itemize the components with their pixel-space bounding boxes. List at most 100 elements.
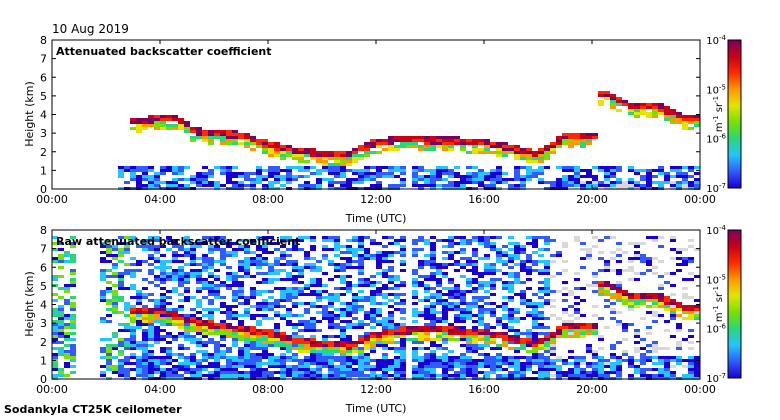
heatmap-cell: [136, 290, 142, 293]
x-tick-label: 00:00: [684, 383, 716, 396]
heatmap-cell: [652, 257, 658, 260]
heatmap-cell: [106, 248, 112, 251]
x-tick-label: 12:00: [360, 383, 392, 396]
heatmap-cell: [394, 374, 400, 377]
heatmap-cell: [340, 266, 346, 269]
heatmap-cell: [502, 251, 508, 254]
heatmap-cell: [538, 287, 544, 290]
heatmap-cell: [376, 181, 382, 184]
heatmap-cell: [310, 284, 316, 287]
heatmap-cell: [322, 163, 328, 166]
heatmap-cell: [664, 178, 670, 181]
heatmap-cell: [154, 362, 160, 365]
heatmap-cell: [460, 251, 466, 254]
heatmap-cell: [442, 266, 448, 269]
heatmap-cell: [178, 184, 184, 187]
heatmap-cell: [214, 236, 220, 239]
heatmap-cell: [448, 139, 454, 142]
heatmap-cell: [616, 362, 622, 365]
heatmap-cell: [562, 287, 568, 290]
heatmap-cell: [538, 353, 544, 356]
heatmap-cell: [100, 317, 106, 320]
heatmap-cell: [682, 278, 688, 281]
heatmap-cell: [292, 302, 298, 305]
heatmap-cell: [250, 305, 256, 308]
heatmap-cell: [508, 260, 514, 263]
heatmap-cell: [370, 311, 376, 314]
heatmap-cell: [526, 242, 532, 245]
heatmap-cell: [394, 341, 400, 344]
heatmap-cell: [694, 374, 700, 377]
heatmap-cell: [148, 269, 154, 272]
heatmap-cell: [502, 148, 508, 151]
heatmap-cell: [466, 365, 472, 368]
heatmap-cell: [190, 371, 196, 374]
heatmap-cell: [130, 121, 136, 124]
heatmap-cell: [148, 245, 154, 248]
heatmap-cell: [316, 293, 322, 296]
heatmap-cell: [130, 269, 136, 272]
heatmap-cell: [448, 329, 454, 332]
heatmap-cell: [520, 302, 526, 305]
heatmap-cell: [424, 178, 430, 181]
heatmap-cell: [460, 296, 466, 299]
heatmap-cell: [190, 178, 196, 181]
heatmap-cell: [292, 148, 298, 151]
heatmap-cell: [352, 374, 358, 377]
heatmap-cell: [382, 175, 388, 178]
heatmap-cell: [250, 139, 256, 142]
heatmap-cell: [394, 356, 400, 359]
heatmap-cell: [346, 353, 352, 356]
heatmap-cell: [280, 263, 286, 266]
heatmap-cell: [604, 181, 610, 184]
heatmap-cell: [634, 329, 640, 332]
heatmap-cell: [622, 290, 628, 293]
heatmap-cell: [190, 356, 196, 359]
heatmap-cell: [136, 356, 142, 359]
heatmap-cell: [190, 353, 196, 356]
heatmap-cell: [400, 293, 406, 296]
heatmap-cell: [112, 365, 118, 368]
heatmap-cell: [472, 344, 478, 347]
heatmap-cell: [358, 254, 364, 257]
heatmap-cell: [58, 287, 64, 290]
heatmap-cell: [466, 139, 472, 142]
heatmap-cell: [532, 175, 538, 178]
heatmap-cell: [328, 263, 334, 266]
heatmap-cell: [322, 166, 328, 169]
heatmap-cell: [340, 308, 346, 311]
heatmap-cell: [352, 154, 358, 157]
heatmap-cell: [208, 251, 214, 254]
heatmap-cell: [328, 326, 334, 329]
heatmap-cell: [334, 157, 340, 160]
heatmap-cell: [220, 263, 226, 266]
heatmap-cell: [502, 245, 508, 248]
heatmap-cell: [478, 365, 484, 368]
panel-raw: Raw attenuated backscatter coefficient 0…: [23, 224, 716, 415]
heatmap-cell: [652, 266, 658, 269]
heatmap-cell: [142, 332, 148, 335]
heatmap-cell: [484, 269, 490, 272]
heatmap-cell: [328, 236, 334, 239]
heatmap-cell: [208, 338, 214, 341]
heatmap-cell: [70, 344, 76, 347]
heatmap-cell: [658, 112, 664, 115]
heatmap-cell: [298, 169, 304, 172]
heatmap-cell: [232, 293, 238, 296]
heatmap-cell: [160, 254, 166, 257]
heatmap-cell: [268, 263, 274, 266]
heatmap-cell: [142, 323, 148, 326]
heatmap-cell: [586, 362, 592, 365]
heatmap-cell: [658, 275, 664, 278]
colorbar-tick-exp: -6: [719, 323, 727, 331]
heatmap-cell: [430, 275, 436, 278]
heatmap-cell: [280, 236, 286, 239]
heatmap-cell: [400, 317, 406, 320]
heatmap-cell: [478, 314, 484, 317]
heatmap-cell: [664, 371, 670, 374]
heatmap-cell: [664, 368, 670, 371]
heatmap-cell: [550, 254, 556, 257]
heatmap-cell: [652, 368, 658, 371]
heatmap-cell: [472, 365, 478, 368]
heatmap-cell: [358, 362, 364, 365]
